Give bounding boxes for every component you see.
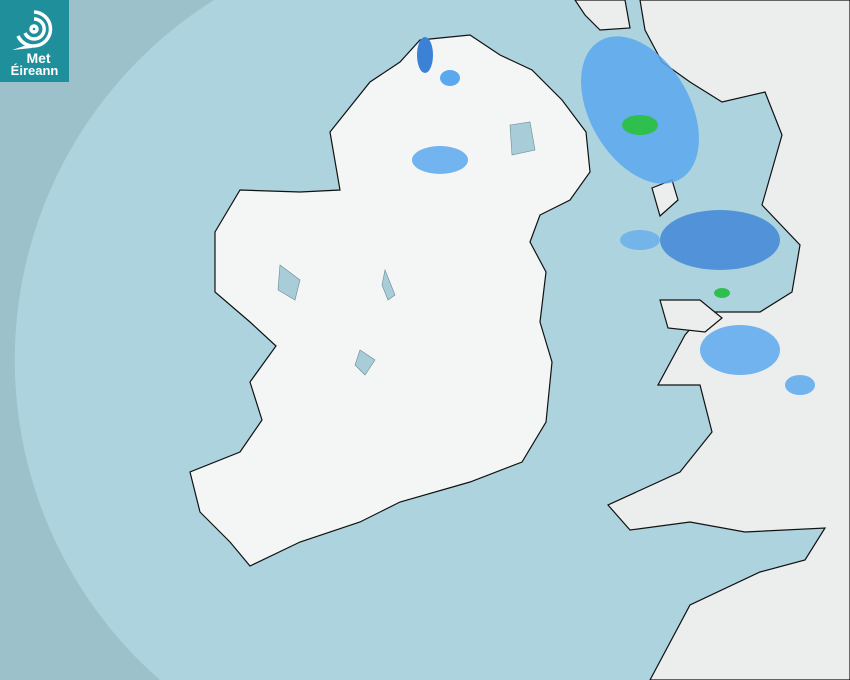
lakes [277, 121, 536, 376]
logo-text-met: Met [26, 50, 51, 66]
met-eireann-logo: Met Éireann [0, 0, 69, 82]
logo-text-eireann: Éireann [10, 63, 59, 78]
swirl-logo-icon [12, 10, 53, 50]
rain-echoes [412, 36, 815, 395]
ireland-land [189, 34, 591, 567]
